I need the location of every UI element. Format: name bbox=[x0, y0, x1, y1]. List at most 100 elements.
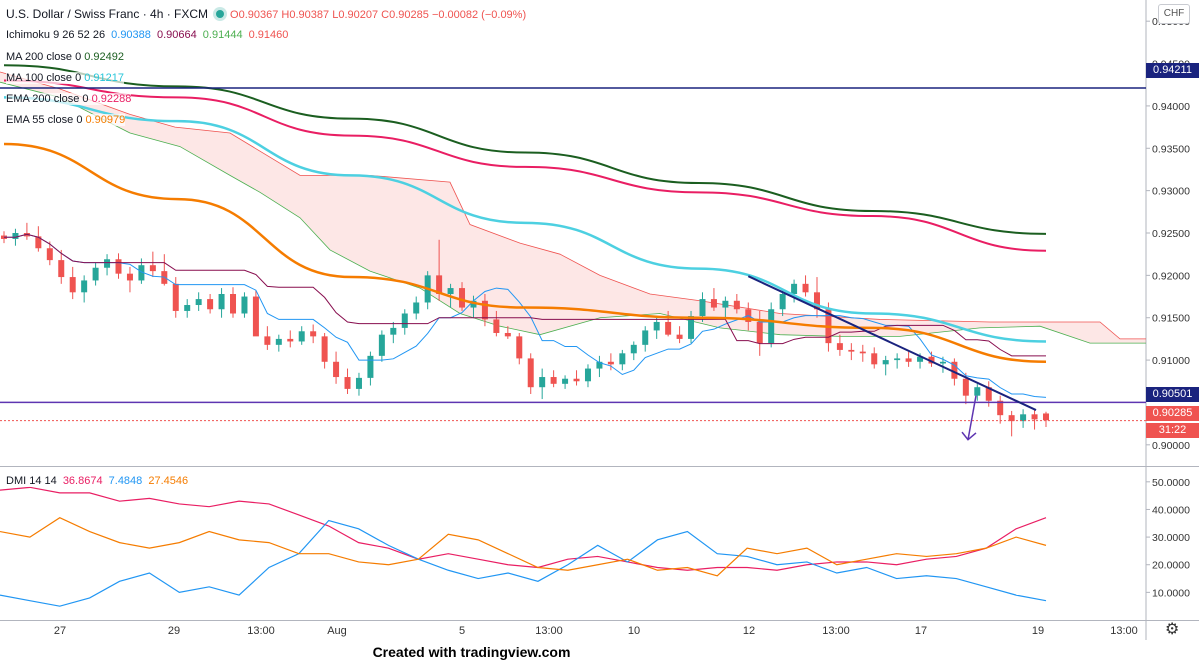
candle-body bbox=[310, 331, 317, 337]
candle-body bbox=[779, 294, 786, 310]
ichimoku-v4: 0.91460 bbox=[248, 29, 289, 41]
candle-body bbox=[756, 321, 763, 344]
time-axis-label: 17 bbox=[915, 625, 927, 637]
time-axis-label: 5 bbox=[459, 625, 465, 637]
ema200-label: EMA 200 close 0 bbox=[6, 93, 89, 105]
candle-body bbox=[149, 265, 156, 272]
candle-body bbox=[493, 319, 500, 333]
ichimoku-v1: 0.90388 bbox=[111, 29, 151, 41]
ema200-line bbox=[3, 79, 1047, 252]
candle-body bbox=[550, 377, 557, 384]
price-axis-label: 0.91500 bbox=[1152, 313, 1190, 325]
settings-gear-icon[interactable]: ⚙ bbox=[1165, 621, 1180, 638]
candle-body bbox=[81, 280, 88, 293]
ema55-value: 0.90979 bbox=[85, 114, 126, 126]
candle-body bbox=[527, 358, 534, 388]
candle-body bbox=[459, 288, 466, 308]
candle-body bbox=[836, 343, 843, 350]
dmi-plus: 36.8674 bbox=[62, 475, 103, 487]
ma200-legend[interactable]: MA 200 close 0 0.92492 bbox=[6, 51, 124, 63]
candle-body bbox=[126, 273, 133, 281]
ema200-value: 0.92288 bbox=[91, 93, 132, 105]
candle-body bbox=[390, 327, 397, 335]
candle-body bbox=[230, 294, 237, 314]
market-open-icon bbox=[216, 10, 225, 18]
candle-body bbox=[104, 259, 111, 268]
dmi-axis-label: 40.0000 bbox=[1152, 504, 1190, 516]
candle-body bbox=[46, 248, 53, 261]
candle-body bbox=[917, 356, 924, 362]
time-axis-label: 27 bbox=[54, 625, 66, 637]
candle-body bbox=[344, 377, 351, 389]
candle-body bbox=[688, 316, 695, 339]
candle-body bbox=[928, 356, 935, 364]
candle-body bbox=[871, 353, 878, 365]
candle-body bbox=[676, 334, 683, 339]
candle-body bbox=[35, 236, 42, 249]
candle-body bbox=[252, 296, 259, 337]
candle-body bbox=[516, 336, 523, 359]
time-axis-label: 19 bbox=[1032, 625, 1044, 637]
candle-body bbox=[768, 309, 775, 344]
price-axis-label: 0.92500 bbox=[1152, 228, 1190, 240]
candle-body bbox=[951, 361, 958, 379]
time-axis-label: 29 bbox=[168, 625, 180, 637]
candle-body bbox=[436, 275, 443, 295]
dmi-line-minusdi bbox=[0, 519, 1047, 607]
candle-body bbox=[298, 331, 305, 342]
time-axis-label: Aug bbox=[327, 625, 347, 637]
currency-badge[interactable]: CHF bbox=[1158, 4, 1190, 24]
dmi-axis-label: 50.0000 bbox=[1152, 477, 1190, 489]
ichimoku-label: Ichimoku 9 26 52 26 bbox=[6, 29, 106, 41]
candle-body bbox=[69, 277, 76, 293]
candle-body bbox=[997, 400, 1004, 416]
dmi-minus: 7.4848 bbox=[108, 475, 143, 487]
candle-body bbox=[584, 368, 591, 382]
candle-body bbox=[333, 361, 340, 378]
ema55-line bbox=[3, 142, 1047, 364]
ohlc-low: L0.90207 bbox=[332, 9, 379, 21]
candle-body bbox=[321, 336, 328, 362]
symbol-title[interactable]: U.S. Dollar / Swiss Franc · 4h · FXCM bbox=[6, 7, 209, 21]
dmi-legend[interactable]: DMI 14 14 36.8674 7.4848 27.4546 bbox=[6, 475, 189, 487]
candle-body bbox=[539, 377, 546, 388]
candle-body bbox=[939, 361, 946, 364]
candle-body bbox=[447, 288, 454, 295]
candle-body bbox=[195, 299, 202, 306]
dmi-label: DMI 14 14 bbox=[6, 475, 57, 487]
candle-body bbox=[859, 351, 866, 354]
price-axis-label: 0.90000 bbox=[1152, 440, 1190, 452]
candle-body bbox=[813, 292, 820, 310]
ema200-legend[interactable]: EMA 200 close 0 0.92288 bbox=[6, 93, 132, 105]
candle-body bbox=[962, 378, 969, 396]
candle-body bbox=[802, 283, 809, 293]
candle-body bbox=[58, 260, 65, 278]
resistance-price-tag: 0.94211 bbox=[1146, 63, 1199, 78]
candle-body bbox=[974, 387, 981, 396]
dmi-line-adx bbox=[0, 517, 1047, 577]
candle-body bbox=[699, 299, 706, 317]
ohlc-close: C0.90285 bbox=[381, 9, 429, 21]
candle-body bbox=[642, 330, 649, 345]
footer-credit: Created with tradingview.com bbox=[372, 644, 571, 660]
dmi-axis-label: 10.0000 bbox=[1152, 587, 1190, 599]
time-axis-label: 13:00 bbox=[247, 625, 275, 637]
ema55-legend[interactable]: EMA 55 close 0 0.90979 bbox=[6, 114, 126, 126]
ma100-legend[interactable]: MA 100 close 0 0.91217 bbox=[6, 72, 124, 84]
candle-body bbox=[1043, 413, 1049, 421]
ichimoku-legend[interactable]: Ichimoku 9 26 52 26 0.90388 0.90664 0.91… bbox=[6, 29, 289, 41]
candle-body bbox=[985, 387, 992, 401]
candle-body bbox=[264, 336, 271, 345]
dmi-axis-label: 20.0000 bbox=[1152, 560, 1190, 572]
candle-body bbox=[665, 321, 672, 335]
candle-body bbox=[378, 334, 385, 356]
candle-body bbox=[184, 305, 191, 311]
dmi-adx: 27.4546 bbox=[148, 475, 189, 487]
candle-body bbox=[1008, 415, 1015, 422]
candle-body bbox=[1031, 414, 1038, 420]
candle-body bbox=[619, 353, 626, 365]
candle-body bbox=[630, 344, 637, 354]
candle-body bbox=[138, 265, 145, 281]
time-axis-label: 13:00 bbox=[822, 625, 850, 637]
